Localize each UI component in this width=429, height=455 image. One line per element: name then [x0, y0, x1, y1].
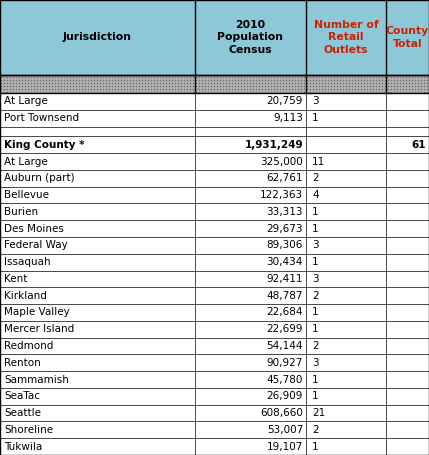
- Text: 62,761: 62,761: [266, 173, 303, 183]
- Text: 92,411: 92,411: [266, 274, 303, 284]
- Text: 4: 4: [312, 190, 319, 200]
- Text: 3: 3: [312, 240, 319, 250]
- Bar: [0, 371, 429, 388]
- Text: 1: 1: [312, 324, 319, 334]
- Text: Jurisdiction: Jurisdiction: [63, 32, 132, 42]
- Text: Kent: Kent: [4, 274, 27, 284]
- Bar: [0, 271, 429, 287]
- Text: 30,434: 30,434: [267, 257, 303, 267]
- Text: 1: 1: [312, 257, 319, 267]
- Text: Seattle: Seattle: [4, 408, 41, 418]
- Text: 1: 1: [312, 374, 319, 384]
- Text: 1: 1: [312, 308, 319, 318]
- Text: 1: 1: [312, 442, 319, 452]
- Text: 54,144: 54,144: [266, 341, 303, 351]
- Text: SeaTac: SeaTac: [4, 391, 40, 401]
- Bar: [0, 93, 429, 110]
- Text: 1: 1: [312, 113, 319, 123]
- Bar: [0, 287, 429, 304]
- Text: At Large: At Large: [4, 157, 48, 167]
- Text: 608,660: 608,660: [260, 408, 303, 418]
- Bar: [0, 220, 429, 237]
- Text: 3: 3: [312, 96, 319, 106]
- Text: 122,363: 122,363: [260, 190, 303, 200]
- Text: 29,673: 29,673: [266, 223, 303, 233]
- Text: 48,787: 48,787: [266, 291, 303, 301]
- Text: 61: 61: [411, 140, 426, 150]
- Text: 2010
Population
Census: 2010 Population Census: [218, 20, 284, 55]
- Text: 11: 11: [312, 157, 325, 167]
- Text: 2: 2: [312, 291, 319, 301]
- Text: 22,699: 22,699: [266, 324, 303, 334]
- Bar: [0, 153, 429, 170]
- Bar: [0, 136, 429, 153]
- Text: 19,107: 19,107: [267, 442, 303, 452]
- Text: 2: 2: [312, 341, 319, 351]
- Text: 53,007: 53,007: [267, 425, 303, 435]
- Bar: [0, 187, 429, 203]
- Text: Renton: Renton: [4, 358, 41, 368]
- Text: 45,780: 45,780: [267, 374, 303, 384]
- Bar: [0, 254, 429, 271]
- Bar: [0, 0, 429, 75]
- Text: 89,306: 89,306: [267, 240, 303, 250]
- Text: 1: 1: [312, 207, 319, 217]
- Text: 1,931,249: 1,931,249: [245, 140, 303, 150]
- Bar: [0, 421, 429, 438]
- Text: 90,927: 90,927: [267, 358, 303, 368]
- Text: 26,909: 26,909: [267, 391, 303, 401]
- Bar: [0, 338, 429, 354]
- Text: Shoreline: Shoreline: [4, 425, 53, 435]
- Bar: [0, 304, 429, 321]
- Text: 33,313: 33,313: [266, 207, 303, 217]
- Text: Auburn (part): Auburn (part): [4, 173, 75, 183]
- Text: Bellevue: Bellevue: [4, 190, 49, 200]
- Text: Redmond: Redmond: [4, 341, 53, 351]
- Text: 3: 3: [312, 358, 319, 368]
- Text: 325,000: 325,000: [260, 157, 303, 167]
- Text: Kirkland: Kirkland: [4, 291, 47, 301]
- Text: 9,113: 9,113: [273, 113, 303, 123]
- Text: County
Total: County Total: [386, 26, 429, 49]
- Text: Tukwila: Tukwila: [4, 442, 42, 452]
- Text: 2: 2: [312, 173, 319, 183]
- Text: Port Townsend: Port Townsend: [4, 113, 79, 123]
- Text: Des Moines: Des Moines: [4, 223, 64, 233]
- Text: Burien: Burien: [4, 207, 38, 217]
- Bar: [0, 237, 429, 254]
- Text: Issaquah: Issaquah: [4, 257, 51, 267]
- Text: 20,759: 20,759: [267, 96, 303, 106]
- Bar: [0, 170, 429, 187]
- Text: King County *: King County *: [4, 140, 85, 150]
- Text: 22,684: 22,684: [266, 308, 303, 318]
- Text: 1: 1: [312, 223, 319, 233]
- Text: 21: 21: [312, 408, 325, 418]
- Text: 1: 1: [312, 391, 319, 401]
- Bar: [0, 404, 429, 421]
- Bar: [0, 203, 429, 220]
- Bar: [0, 388, 429, 404]
- Text: Federal Way: Federal Way: [4, 240, 68, 250]
- Bar: [0, 110, 429, 126]
- Text: Mercer Island: Mercer Island: [4, 324, 74, 334]
- Bar: [0, 126, 429, 136]
- Text: Sammamish: Sammamish: [4, 374, 69, 384]
- Bar: [0, 321, 429, 338]
- Bar: [0, 354, 429, 371]
- Text: At Large: At Large: [4, 96, 48, 106]
- Bar: [0, 75, 429, 93]
- Text: Number of
Retail
Outlets: Number of Retail Outlets: [314, 20, 378, 55]
- Bar: [0, 438, 429, 455]
- Text: 2: 2: [312, 425, 319, 435]
- Text: Maple Valley: Maple Valley: [4, 308, 70, 318]
- Text: 3: 3: [312, 274, 319, 284]
